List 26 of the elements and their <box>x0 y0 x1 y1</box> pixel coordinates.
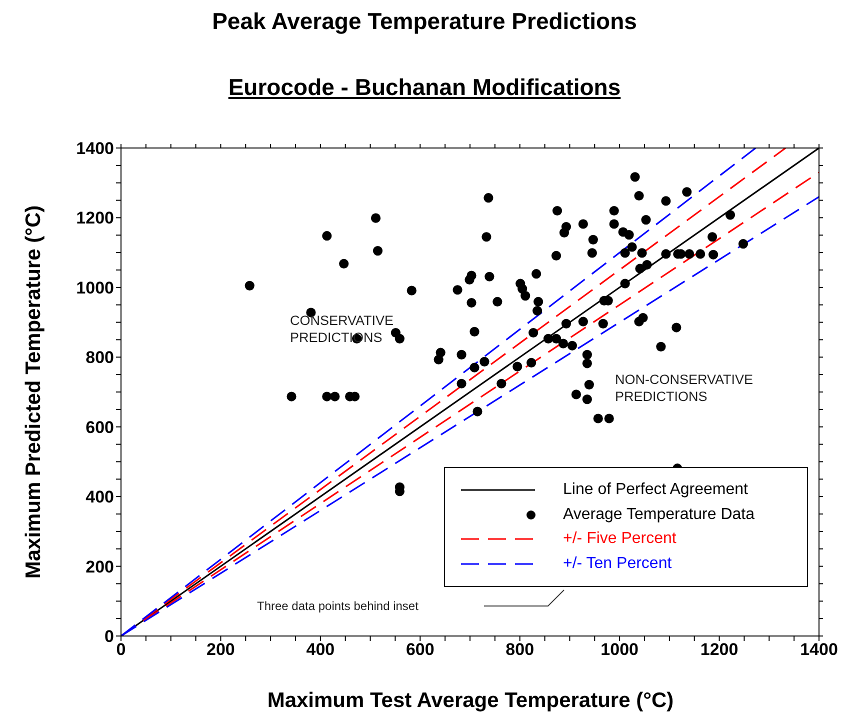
x-tick-label: 1200 <box>700 640 738 660</box>
y-tick-label: 1200 <box>76 208 114 228</box>
y-axis-title: Maximum Predicted Temperature (°C) <box>22 204 46 578</box>
x-axis-title: Maximum Test Average Temperature (°C) <box>266 689 675 713</box>
y-tick-label: 400 <box>86 488 114 507</box>
annotation: NON-CONSERVATIVE PREDICTIONS <box>615 371 754 405</box>
chart-title: Peak Average Temperature Predictions <box>211 8 638 35</box>
legend-label: +/- Ten Percent <box>563 554 672 573</box>
y-tick-label: 1400 <box>76 139 114 158</box>
annotation: Three data points behind inset <box>257 598 418 615</box>
x-tick-label: 1400 <box>800 640 838 660</box>
x-tick-label: 200 <box>206 640 235 660</box>
legend-label: +/- Five Percent <box>563 530 676 548</box>
x-tick-label: 0 <box>116 640 126 660</box>
x-tick-label: 800 <box>506 640 534 660</box>
legend-label: Average Temperature Data <box>563 506 755 524</box>
chart-subtitle: Eurocode - Buchanan Modifications <box>228 74 621 100</box>
legend-label: Line of Perfect Agreement <box>563 481 748 500</box>
x-tick-label: 1000 <box>600 640 638 660</box>
y-tick-label: 0 <box>104 627 114 646</box>
y-tick-label: 200 <box>86 557 114 576</box>
y-tick-label: 600 <box>86 418 114 437</box>
y-tick-label: 800 <box>86 348 114 368</box>
x-tick-label: 400 <box>306 640 335 660</box>
y-tick-label: 1000 <box>76 278 114 298</box>
x-tick-label: 600 <box>406 640 434 660</box>
